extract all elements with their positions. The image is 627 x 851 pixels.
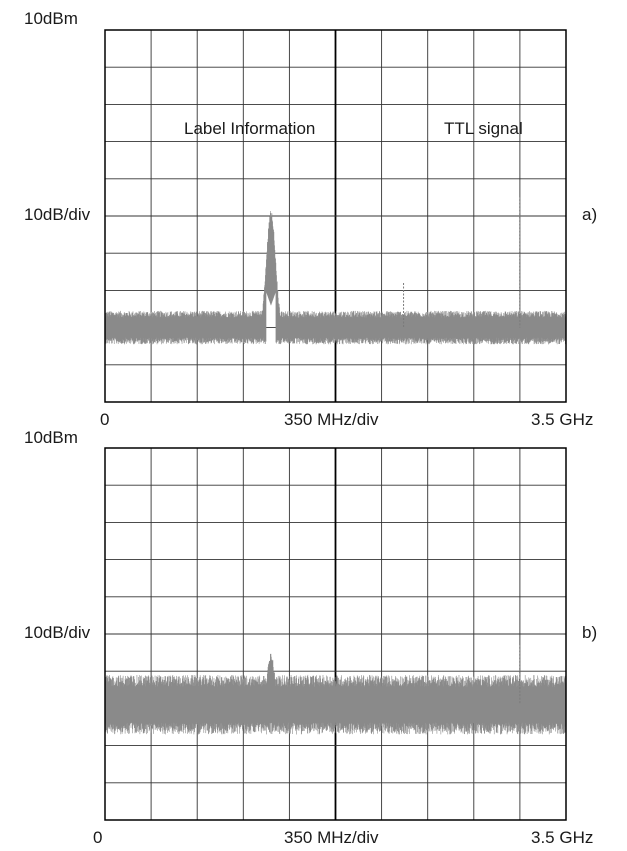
panel-a-grid: [105, 30, 566, 402]
panel-a-panel-label: a): [582, 205, 597, 224]
panel-b-panel-label: b): [582, 623, 597, 642]
panel-a-frame: [104, 29, 567, 403]
panel-b-y-scale-label: 10dB/div: [24, 623, 91, 642]
panel-a-annotation-label-information: Label Information: [184, 119, 315, 138]
panel-b-frame: [104, 447, 567, 821]
panel-a-annotation-ttl-signal: TTL signal: [444, 119, 523, 138]
panel-a-x-end-label: 3.5 GHz: [531, 410, 593, 429]
panel-b-x-scale-label: 350 MHz/div: [284, 828, 379, 847]
panel-a-x-start-label: 0: [100, 410, 109, 429]
panel-a-y-top-label: 10dBm: [24, 9, 78, 28]
panel-b-grid: [105, 448, 566, 820]
panel-a-x-scale-label: 350 MHz/div: [284, 410, 379, 429]
panel-a-y-scale-label: 10dB/div: [24, 205, 91, 224]
panel-b-x-start-label: 0: [93, 828, 102, 847]
panel-a: 10dBm 10dB/div a) 0 350 MHz/div 3.5 GHz …: [24, 9, 597, 429]
panel-b-x-end-label: 3.5 GHz: [531, 828, 593, 847]
panel-b: 10dBm 10dB/div b) 0 350 MHz/div 3.5 GHz: [24, 428, 597, 847]
panel-b-y-top-label: 10dBm: [24, 428, 78, 447]
